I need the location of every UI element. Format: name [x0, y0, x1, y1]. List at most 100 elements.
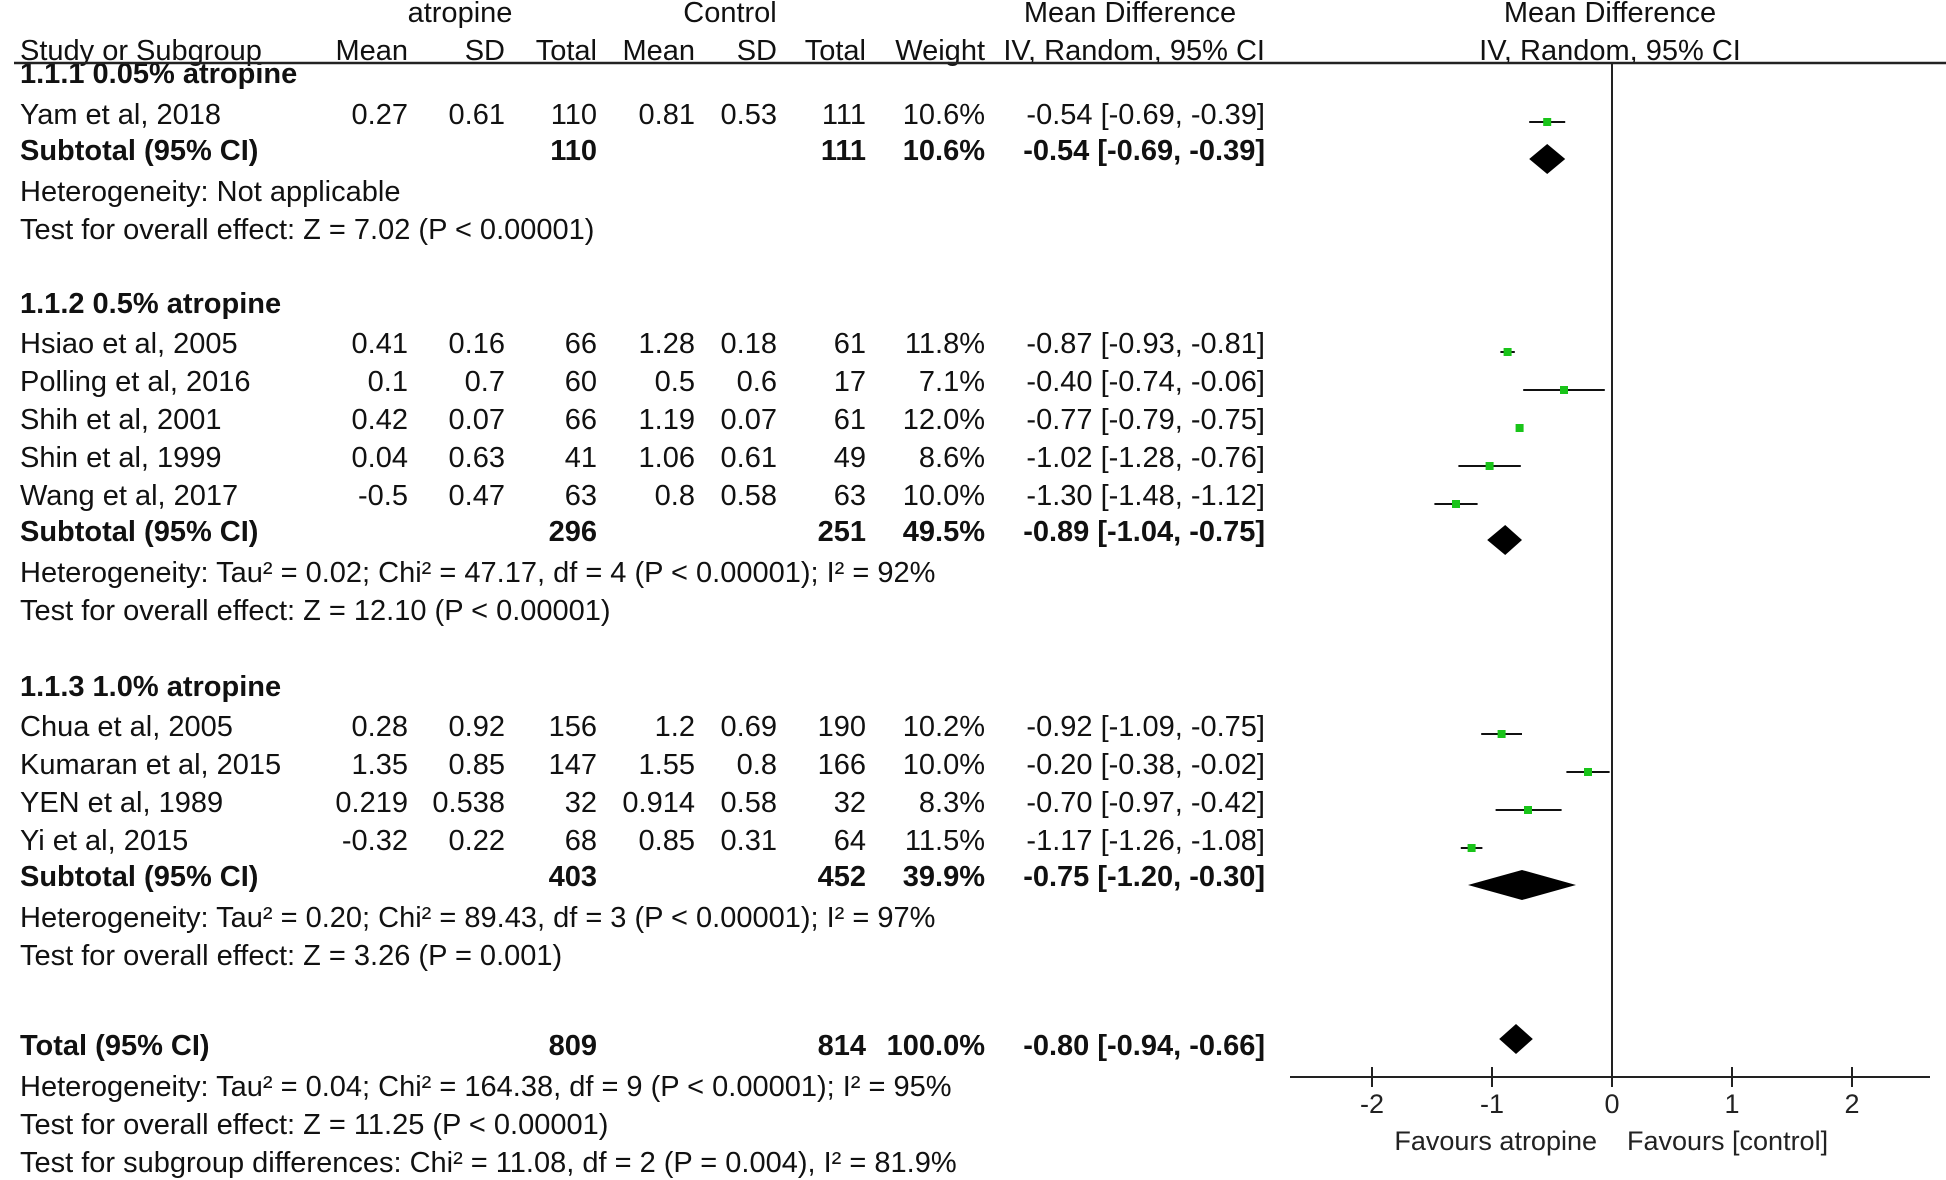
total-ci: -0.80 [-0.94, -0.66] [1023, 1030, 1265, 1062]
subtotal-ci: -0.75 [-1.20, -0.30] [1023, 861, 1265, 893]
study-point [1543, 118, 1552, 126]
study-total1: 41 [564, 442, 597, 474]
study-total1: 110 [550, 99, 597, 131]
study-mean2: 1.06 [638, 442, 695, 474]
study-name: Yi et al, 2015 [20, 825, 189, 857]
study-total1: 147 [548, 749, 597, 781]
study-ci: -0.54 [-0.69, -0.39] [1026, 99, 1265, 131]
study-sd1: 0.47 [448, 480, 505, 512]
study-point [1503, 348, 1512, 356]
study-sd1: 0.22 [448, 825, 505, 857]
col-mean2-header: Mean [622, 35, 695, 67]
col-total2-header: Total [804, 35, 866, 67]
study-total1: 66 [564, 328, 597, 360]
study-sd1: 0.16 [448, 328, 505, 360]
study-mean1: 0.41 [351, 328, 408, 360]
study-total2: 17 [833, 366, 866, 398]
study-mean1: 0.28 [351, 711, 408, 743]
subtotal-weight: 49.5% [902, 516, 985, 548]
effect-title: Mean Difference [1023, 0, 1237, 29]
favours-right-label: Favours [control] [1627, 1126, 1828, 1156]
subtotal-weight: 10.6% [902, 135, 985, 167]
subtotal-weight: 39.9% [902, 861, 985, 893]
study-total1: 63 [564, 480, 597, 512]
study-ci: -0.40 [-0.74, -0.06] [1026, 366, 1265, 398]
study-sd1: 0.07 [448, 404, 505, 436]
study-weight: 8.3% [918, 787, 985, 819]
study-mean1: 0.04 [351, 442, 408, 474]
study-point [1497, 730, 1506, 738]
plot-method-header: IV, Random, 95% CI [1479, 35, 1741, 67]
subtotal-total1: 403 [548, 861, 597, 893]
total-label: Total (95% CI) [20, 1030, 210, 1062]
subtotal-ci: -0.89 [-1.04, -0.75] [1023, 516, 1265, 548]
study-mean2: 0.85 [638, 825, 695, 857]
study-total2: 63 [833, 480, 866, 512]
study-name: YEN et al, 1989 [20, 787, 224, 819]
study-weight: 10.2% [902, 711, 985, 743]
study-total2: 111 [821, 99, 866, 131]
study-name: Kumaran et al, 2015 [20, 749, 282, 781]
subtotal-total1: 296 [548, 516, 597, 548]
summary-diamond [1529, 144, 1566, 174]
summary-diamond [1487, 525, 1522, 555]
study-point [1584, 768, 1592, 776]
total-heterogeneity: Heterogeneity: Tau² = 0.04; Chi² = 164.3… [20, 1071, 952, 1103]
study-sd2: 0.6 [736, 366, 777, 398]
col-weight-header: Weight [895, 35, 985, 67]
study-total1: 66 [564, 404, 597, 436]
subtotal-label: Subtotal (95% CI) [20, 135, 259, 167]
study-mean2: 0.5 [654, 366, 695, 398]
study-total2: 32 [833, 787, 866, 819]
overall-effect-text: Test for overall effect: Z = 12.10 (P < … [20, 595, 611, 627]
group2-header: Control [683, 0, 777, 29]
total-total1: 809 [548, 1030, 597, 1062]
study-weight: 12.0% [902, 404, 985, 436]
study-weight: 10.0% [902, 480, 985, 512]
study-weight: 8.6% [918, 442, 985, 474]
group1-header: atropine [407, 0, 513, 29]
col-total1-header: Total [535, 35, 597, 67]
study-mean2: 1.19 [638, 404, 695, 436]
col-sd2-header: SD [736, 35, 777, 67]
subtotal-total1: 110 [550, 135, 597, 167]
col-sd1-header: SD [464, 35, 505, 67]
favours-left-label: Favours atropine [1394, 1126, 1597, 1156]
summary-diamond [1468, 870, 1576, 900]
summary-diamond [1499, 1024, 1533, 1054]
study-mean2: 1.2 [654, 711, 695, 743]
subtotal-total2: 251 [817, 516, 866, 548]
study-sd2: 0.58 [720, 480, 777, 512]
subtotal-ci: -0.54 [-0.69, -0.39] [1023, 135, 1265, 167]
total-overall-effect: Test for overall effect: Z = 11.25 (P < … [20, 1109, 609, 1141]
study-mean1: 0.42 [351, 404, 408, 436]
study-ci: -1.17 [-1.26, -1.08] [1026, 825, 1265, 857]
study-sd2: 0.31 [720, 825, 777, 857]
study-mean1: 0.1 [367, 366, 408, 398]
study-weight: 7.1% [918, 366, 985, 398]
study-mean2: 1.55 [638, 749, 695, 781]
subtotal-label: Subtotal (95% CI) [20, 516, 259, 548]
study-total1: 32 [564, 787, 597, 819]
study-weight: 11.8% [904, 328, 985, 360]
study-mean2: 1.28 [638, 328, 695, 360]
x-tick-label: -2 [1360, 1089, 1384, 1119]
study-total2: 61 [833, 328, 866, 360]
study-sd2: 0.18 [720, 328, 777, 360]
subtotal-label: Subtotal (95% CI) [20, 861, 259, 893]
subgroup-title: 1.1.3 1.0% atropine [20, 671, 282, 703]
total-weight: 100.0% [886, 1030, 985, 1062]
x-tick-label: -1 [1480, 1089, 1504, 1119]
study-total2: 166 [817, 749, 866, 781]
study-weight: 11.5% [904, 825, 985, 857]
plot-title: Mean Difference [1503, 0, 1717, 29]
col-ci-header: IV, Random, 95% CI [1003, 35, 1265, 67]
subtotal-total2: 111 [820, 135, 866, 167]
study-sd2: 0.8 [736, 749, 777, 781]
total-total2: 814 [817, 1030, 866, 1062]
study-total1: 156 [548, 711, 597, 743]
study-point [1524, 806, 1532, 814]
study-point [1485, 462, 1494, 470]
study-mean2: 0.914 [622, 787, 695, 819]
